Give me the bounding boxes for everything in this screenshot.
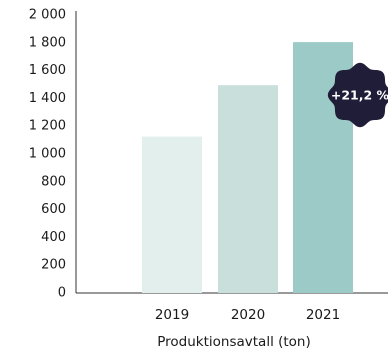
y-tick-label: 1 400	[29, 91, 66, 106]
y-tick-label: 400	[41, 230, 66, 245]
y-tick-label: 1 200	[29, 119, 66, 134]
bars	[142, 42, 353, 294]
x-tick-label: 2019	[155, 307, 189, 323]
growth-badge: +21,2 %	[327, 62, 388, 128]
bar-2019	[142, 136, 202, 293]
x-tick-label: 2021	[306, 307, 340, 323]
y-tick-label: 0	[58, 286, 66, 301]
y-axis-ticks: 0 200 400 600 800 1 000 1 200 1 400 1 600 1 800 2 …	[29, 8, 66, 301]
growth-badge-label: +21,2 %	[331, 88, 388, 103]
y-tick-label: 1 600	[29, 63, 66, 78]
y-tick-label: 1 000	[29, 147, 66, 162]
y-tick-label: 2 000	[29, 8, 66, 23]
y-tick-label: 200	[41, 258, 66, 273]
y-tick-label: 600	[41, 202, 66, 217]
growth-badge-shape	[327, 62, 388, 128]
x-axis-ticks: 2019 2020 2021	[155, 307, 340, 323]
y-tick-label: 1 800	[29, 35, 66, 50]
bar-2020	[218, 85, 278, 293]
y-tick-label: 800	[41, 174, 66, 189]
x-tick-label: 2020	[231, 307, 265, 323]
x-axis-title: Produktionsavtall (ton)	[157, 334, 311, 350]
